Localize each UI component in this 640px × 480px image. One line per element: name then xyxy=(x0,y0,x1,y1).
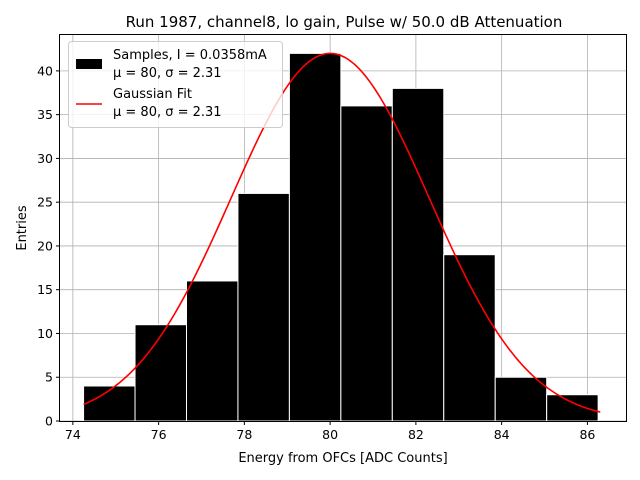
legend-fit-params: μ = 80, σ = 2.31 xyxy=(113,105,222,120)
x-tick-label: 86 xyxy=(579,427,595,442)
x-tick-label: 76 xyxy=(151,427,167,442)
y-tick-label: 40 xyxy=(37,63,53,78)
y-axis-ticks: 0 5 10 15 20 25 30 35 40 xyxy=(37,63,60,429)
legend-fit-label: Gaussian Fit xyxy=(113,87,192,102)
y-tick-label: 0 xyxy=(45,414,53,429)
plot-frame xyxy=(59,34,627,422)
x-axis-ticks: 74 76 78 80 82 84 86 xyxy=(65,421,595,442)
histogram-bar xyxy=(443,254,496,422)
histogram-bar xyxy=(134,324,187,422)
histogram-bar xyxy=(494,376,548,422)
y-tick-label: 35 xyxy=(37,107,53,122)
x-tick-label: 80 xyxy=(322,427,338,442)
y-tick-label: 15 xyxy=(37,282,53,297)
histogram-bar xyxy=(288,52,342,422)
y-tick-label: 30 xyxy=(37,151,53,166)
histogram-bar xyxy=(340,105,393,422)
x-tick-label: 78 xyxy=(236,427,252,442)
legend-samples-params: μ = 80, σ = 2.31 xyxy=(113,66,222,81)
y-tick-label: 10 xyxy=(37,326,53,341)
histogram-bar xyxy=(546,394,599,422)
gaussian-fit-layer xyxy=(83,52,601,413)
legend: Samples, I = 0.0358mA μ = 80, σ = 2.31 G… xyxy=(68,41,283,128)
y-tick-label: 5 xyxy=(45,370,53,385)
histogram-bar xyxy=(185,280,239,422)
legend-bar-swatch xyxy=(76,59,102,69)
histogram-bars xyxy=(83,52,599,422)
legend-box xyxy=(68,41,283,128)
gaussian-fit-curve xyxy=(83,52,601,413)
x-tick-label: 84 xyxy=(494,427,510,442)
x-tick-label: 74 xyxy=(65,427,81,442)
y-tick-label: 25 xyxy=(37,195,53,210)
chart-title: Run 1987, channel8, lo gain, Pulse w/ 50… xyxy=(126,13,563,31)
histogram-bar xyxy=(237,192,290,422)
y-tick-label: 20 xyxy=(37,238,53,253)
x-axis-label: Energy from OFCs [ADC Counts] xyxy=(238,451,447,466)
x-tick-label: 82 xyxy=(408,427,424,442)
y-axis-label: Entries xyxy=(15,205,30,251)
histogram-bar xyxy=(391,87,445,422)
legend-samples-label: Samples, I = 0.0358mA xyxy=(113,48,267,63)
